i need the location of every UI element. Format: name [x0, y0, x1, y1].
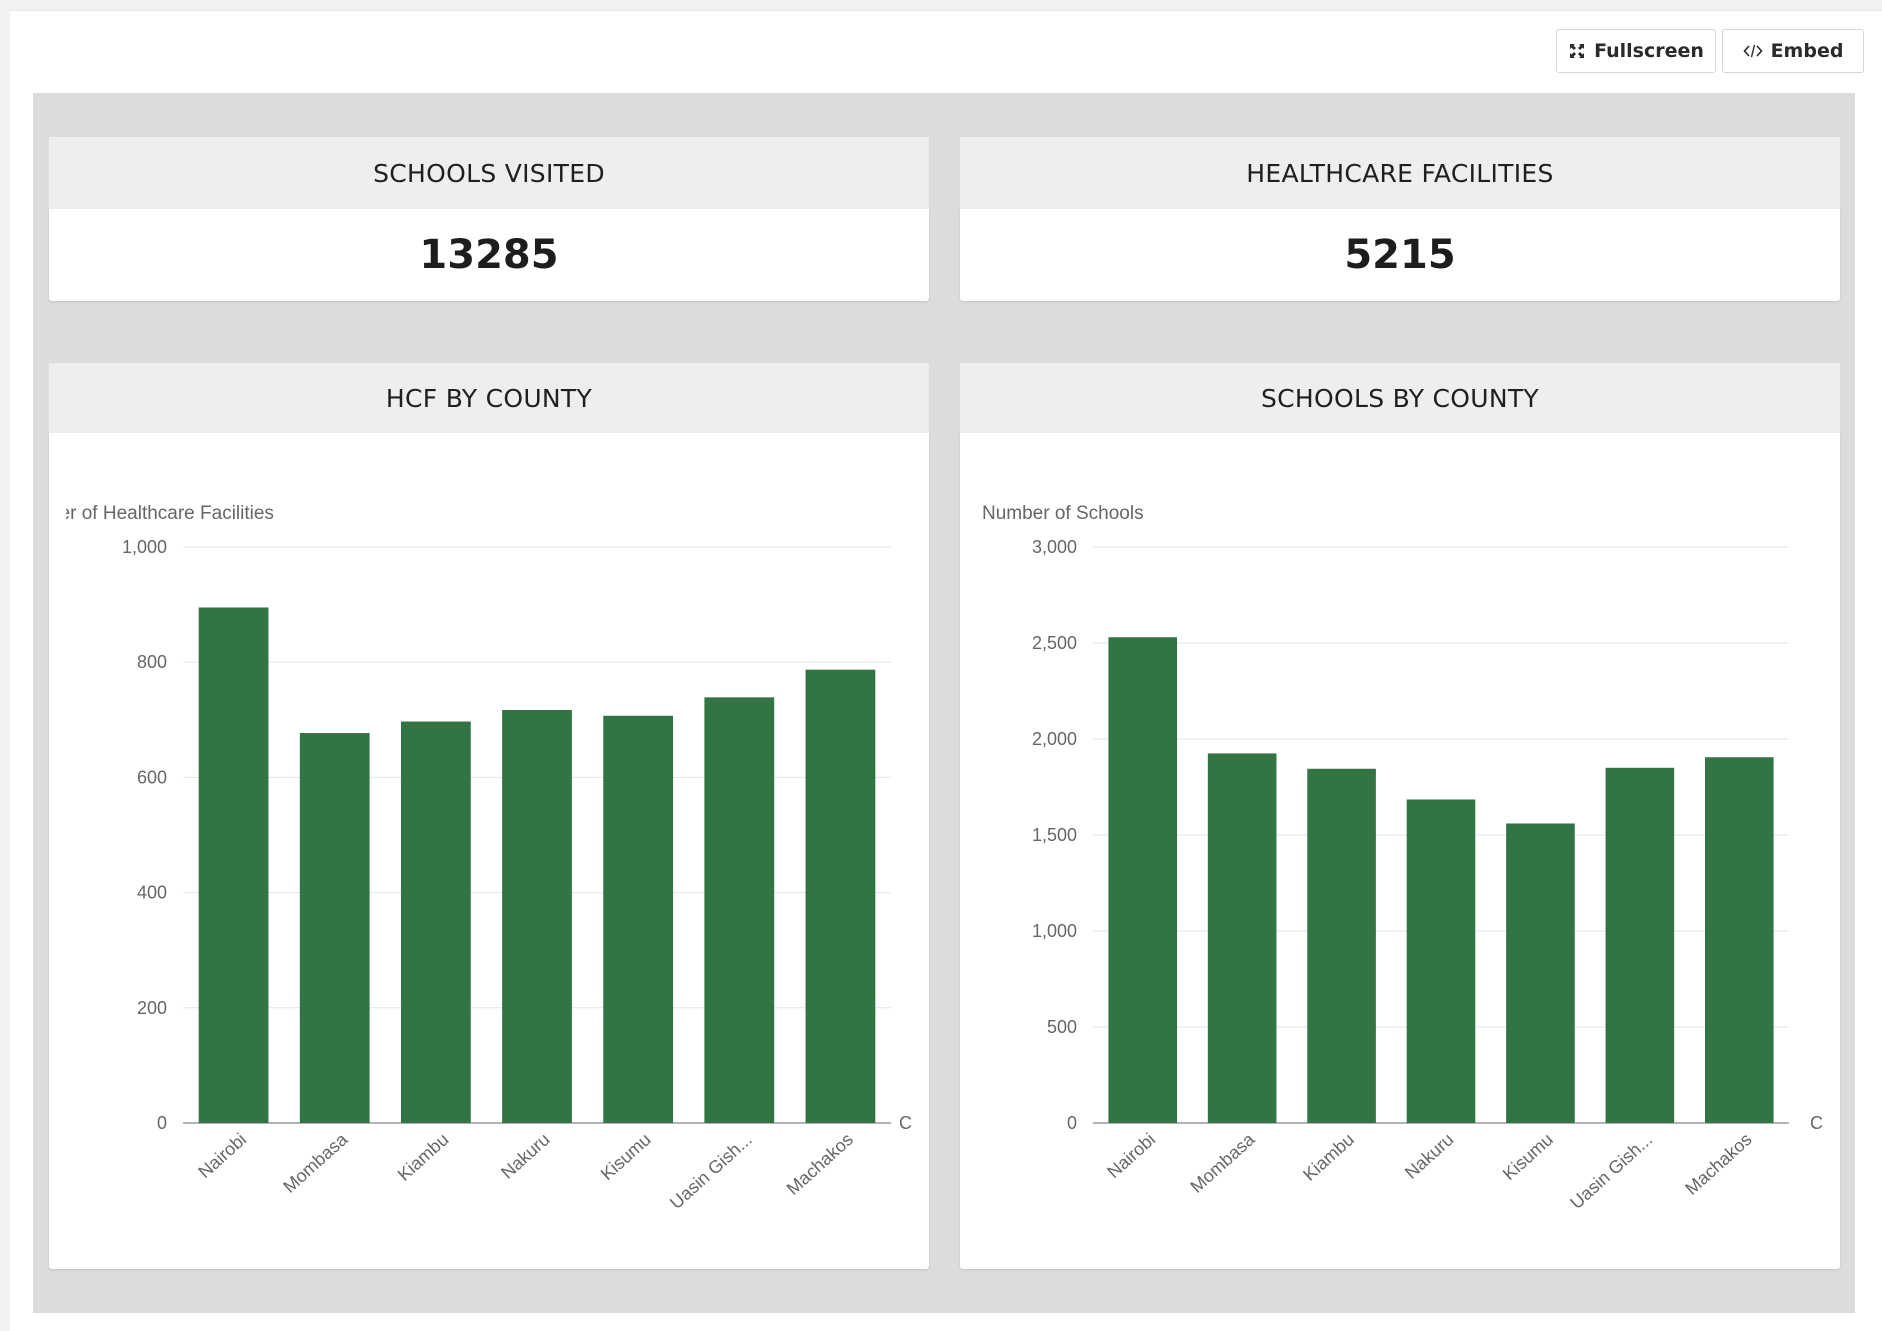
bar-nairobi[interactable]	[1108, 637, 1178, 1123]
x-tick-label: Uasin Gish...	[666, 1129, 756, 1213]
chart-body: ber of Healthcare Facilities 0 200 400 600 80…	[49, 433, 929, 1269]
kpi-body: 5215	[960, 209, 1840, 301]
y-tick-label: 1,000	[1032, 921, 1077, 941]
y-tick-label: 500	[1047, 1017, 1077, 1037]
x-tick-label: Mombasa	[279, 1128, 352, 1196]
kpi-title: HEALTHCARE FACILITIES	[960, 137, 1840, 209]
fullscreen-button[interactable]: Fullscreen	[1556, 29, 1716, 73]
kpi-title: SCHOOLS VISITED	[49, 137, 929, 209]
hcf-bar-chart: ber of Healthcare Facilities 0 200 400 600 80…	[49, 503, 912, 1213]
bar-uasin-gish-[interactable]	[704, 697, 775, 1123]
x-axis-label: C	[1810, 1113, 1823, 1133]
bar-nakuru[interactable]	[502, 710, 572, 1123]
x-axis-label: C	[899, 1113, 912, 1133]
bar-mombasa[interactable]	[299, 733, 370, 1123]
bar-kiambu[interactable]	[400, 721, 471, 1123]
embed-label: Embed	[1770, 40, 1844, 62]
y-tick-label: 3,000	[1032, 537, 1077, 557]
x-tick-label: Kiambu	[394, 1129, 453, 1185]
y-tick-label: 2,000	[1032, 729, 1077, 749]
bar-uasin-gish-[interactable]	[1605, 767, 1675, 1123]
chart-title: HCF BY COUNTY	[49, 363, 929, 433]
chart-body: Number of Schools 0 500 1,000 1,500 2,000 2,50…	[960, 433, 1840, 1269]
chart-card-hcf-by-county: HCF BY COUNTY ber of Healthcare Faciliti…	[49, 363, 929, 1269]
bar-kisumu[interactable]	[603, 715, 674, 1123]
y-tick-label: 1,000	[122, 537, 167, 557]
y-tick-label: 800	[137, 652, 167, 672]
kpi-card-schools-visited: SCHOOLS VISITED 13285	[49, 137, 929, 301]
x-tick-label: Kisumu	[597, 1129, 655, 1184]
kpi-value: 5215	[1344, 232, 1456, 278]
x-tick-label: Nakuru	[1401, 1129, 1458, 1183]
y-tick-label: 200	[137, 998, 167, 1018]
bar-kiambu[interactable]	[1307, 768, 1376, 1123]
x-tick-label: Nairobi	[1103, 1129, 1159, 1182]
x-tick-label: Nairobi	[194, 1129, 250, 1182]
bar-nairobi[interactable]	[198, 607, 269, 1123]
kpi-card-healthcare-facilities: HEALTHCARE FACILITIES 5215	[960, 137, 1840, 301]
x-tick-label: Uasin Gish...	[1566, 1129, 1656, 1213]
y-tick-label: 400	[137, 883, 167, 903]
y-tick-label: 0	[157, 1113, 167, 1133]
chart-title: SCHOOLS BY COUNTY	[960, 363, 1840, 433]
x-tick-label: Machakos	[783, 1129, 857, 1199]
kpi-body: 13285	[49, 209, 929, 301]
kpi-value: 13285	[419, 232, 559, 278]
y-tick-label: 0	[1067, 1113, 1077, 1133]
embed-button[interactable]: Embed	[1722, 29, 1864, 73]
bar-nakuru[interactable]	[1406, 799, 1476, 1123]
x-tick-label: Kiambu	[1299, 1129, 1358, 1185]
code-icon	[1742, 43, 1763, 59]
y-tick-label: 600	[137, 767, 167, 787]
x-tick-label: Kisumu	[1499, 1129, 1557, 1184]
y-tick-label: 1,500	[1032, 825, 1077, 845]
y-tick-label: 2,500	[1032, 633, 1077, 653]
fullscreen-label: Fullscreen	[1594, 40, 1704, 62]
expand-icon	[1568, 42, 1586, 60]
schools-bar-chart: Number of Schools 0 500 1,000 1,500 2,000 2,50…	[982, 503, 1823, 1213]
y-axis-label: Number of Schools	[982, 503, 1144, 524]
x-tick-label: Mombasa	[1186, 1128, 1259, 1196]
x-tick-label: Nakuru	[497, 1129, 554, 1183]
dashboard-canvas: SCHOOLS VISITED 13285 HEALTHCARE FACILIT…	[33, 93, 1855, 1313]
bar-machakos[interactable]	[1704, 757, 1774, 1123]
x-tick-label: Machakos	[1681, 1129, 1755, 1199]
bar-mombasa[interactable]	[1207, 753, 1277, 1123]
dashboard-frame: Fullscreen Embed SCHOOLS VISITED 13285 H…	[10, 10, 1882, 1331]
bar-machakos[interactable]	[805, 669, 876, 1123]
bar-kisumu[interactable]	[1506, 823, 1575, 1123]
chart-card-schools-by-county: SCHOOLS BY COUNTY Number of Schools 0 500 1…	[960, 363, 1840, 1269]
y-axis-label: ber of Healthcare Facilities	[49, 503, 274, 524]
